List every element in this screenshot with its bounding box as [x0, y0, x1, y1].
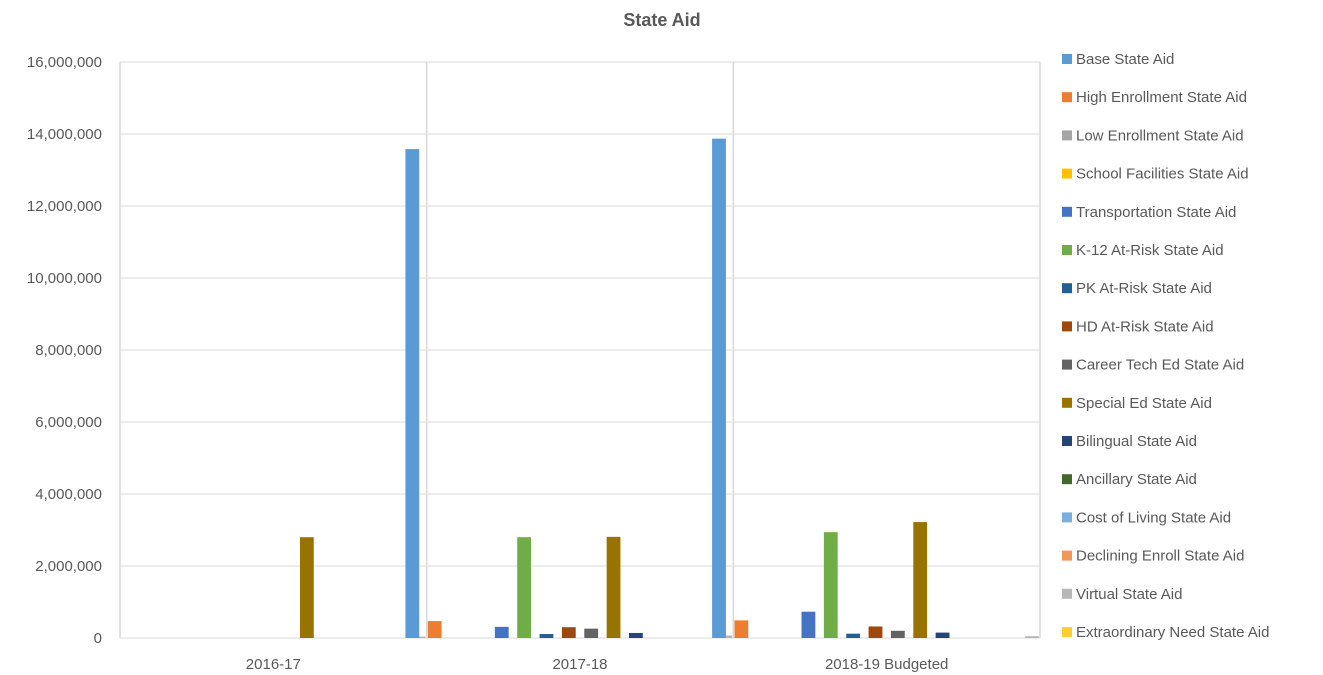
- legend-label: Career Tech Ed State Aid: [1076, 357, 1244, 374]
- legend-label: High Enrollment State Aid: [1076, 89, 1247, 106]
- y-tick-label: 6,000,000: [35, 414, 102, 431]
- legend-swatch: [1062, 588, 1072, 599]
- y-tick-label: 10,000,000: [27, 270, 102, 287]
- legend-label: Cost of Living State Aid: [1076, 509, 1231, 526]
- x-tick-label: 2016-17: [246, 656, 301, 673]
- x-tick-label: 2018-19 Budgeted: [825, 656, 948, 673]
- y-tick-label: 0: [94, 630, 102, 647]
- y-tick-label: 12,000,000: [27, 198, 102, 215]
- legend-label: Special Ed State Aid: [1076, 395, 1212, 412]
- legend-swatch: [1062, 512, 1072, 523]
- legend-label: HD At-Risk State Aid: [1076, 318, 1214, 335]
- legend-swatch: [1062, 627, 1072, 637]
- bar-k-12-at-risk-state-aid-2017-18: [517, 537, 532, 638]
- bar-transportation-state-aid-2018-19-budgeted: [801, 611, 816, 638]
- bar-bilingual-state-aid-2017-18: [628, 632, 643, 638]
- bars: [299, 138, 1039, 638]
- legend-label: Low Enrollment State Aid: [1076, 127, 1244, 144]
- legend-swatch: [1062, 245, 1072, 255]
- legend-swatch: [1062, 168, 1072, 179]
- legend-swatch: [1062, 54, 1072, 64]
- legend-swatch: [1062, 359, 1072, 370]
- bar-pk-at-risk-state-aid-2018-19-budgeted: [846, 633, 861, 638]
- bar-special-ed-state-aid-2017-18: [606, 536, 621, 638]
- bar-high-enrollment-state-aid-2017-18: [427, 621, 442, 638]
- legend-swatch: [1062, 206, 1072, 217]
- legend-swatch: [1062, 283, 1072, 294]
- y-tick-label: 4,000,000: [35, 486, 102, 503]
- y-tick-label: 8,000,000: [35, 342, 102, 359]
- legend-label: Extraordinary Need State Aid: [1076, 624, 1269, 641]
- legend-label: Transportation State Aid: [1076, 204, 1236, 221]
- legend-label: K-12 At-Risk State Aid: [1076, 242, 1224, 259]
- y-tick-label: 14,000,000: [27, 126, 102, 143]
- legend-swatch: [1062, 550, 1072, 561]
- bar-career-tech-ed-state-aid-2018-19-budgeted: [890, 630, 905, 638]
- bar-transportation-state-aid-2017-18: [494, 626, 509, 638]
- chart-title: State Aid: [623, 10, 700, 30]
- bar-hd-at-risk-state-aid-2017-18: [561, 627, 576, 638]
- y-tick-label: 2,000,000: [35, 558, 102, 575]
- bar-hd-at-risk-state-aid-2018-19-budgeted: [868, 626, 883, 638]
- legend-label: Virtual State Aid: [1076, 586, 1182, 603]
- legend-swatch: [1062, 397, 1072, 408]
- x-axis-ticks: 2016-17 2017-18 2018-19 Budgeted: [246, 656, 949, 673]
- legend-swatch: [1062, 92, 1072, 103]
- legend-label: Bilingual State Aid: [1076, 433, 1197, 450]
- gridlines: [119, 61, 1041, 639]
- bar-pk-at-risk-state-aid-2017-18: [539, 634, 554, 638]
- bar-high-enrollment-state-aid-2018-19-budgeted: [734, 620, 749, 638]
- legend-label: Declining Enroll State Aid: [1076, 548, 1244, 565]
- x-tick-label: 2017-18: [552, 656, 607, 673]
- bar-base-state-aid-2017-18: [405, 149, 420, 638]
- bar-k-12-at-risk-state-aid-2018-19-budgeted: [823, 532, 838, 638]
- legend-swatch: [1062, 130, 1072, 141]
- legend-swatch: [1062, 436, 1072, 446]
- y-tick-label: 16,000,000: [27, 54, 102, 71]
- bar-bilingual-state-aid-2018-19-budgeted: [935, 632, 950, 638]
- legend-label: School Facilities State Aid: [1076, 166, 1249, 183]
- bar-base-state-aid-2018-19-budgeted: [712, 138, 726, 638]
- bar-career-tech-ed-state-aid-2017-18: [584, 628, 599, 638]
- legend-label: Base State Aid: [1076, 51, 1174, 68]
- bar-special-ed-state-aid-2018-19-budgeted: [913, 522, 928, 638]
- legend-swatch: [1062, 474, 1072, 485]
- legend-label: Ancillary State Aid: [1076, 471, 1197, 488]
- legend-label: PK At-Risk State Aid: [1076, 280, 1212, 297]
- y-axis-ticks: 0 2,000,000 4,000,000 6,000,000 8,000,000 10,…: [27, 54, 102, 647]
- bar-special-ed-state-aid-2016-17: [299, 537, 314, 638]
- legend-swatch: [1062, 321, 1072, 332]
- bar-virtual-state-aid-2018-19-budgeted: [1025, 636, 1039, 638]
- legend: Base State Aid High Enrollment State Aid L…: [1062, 51, 1269, 641]
